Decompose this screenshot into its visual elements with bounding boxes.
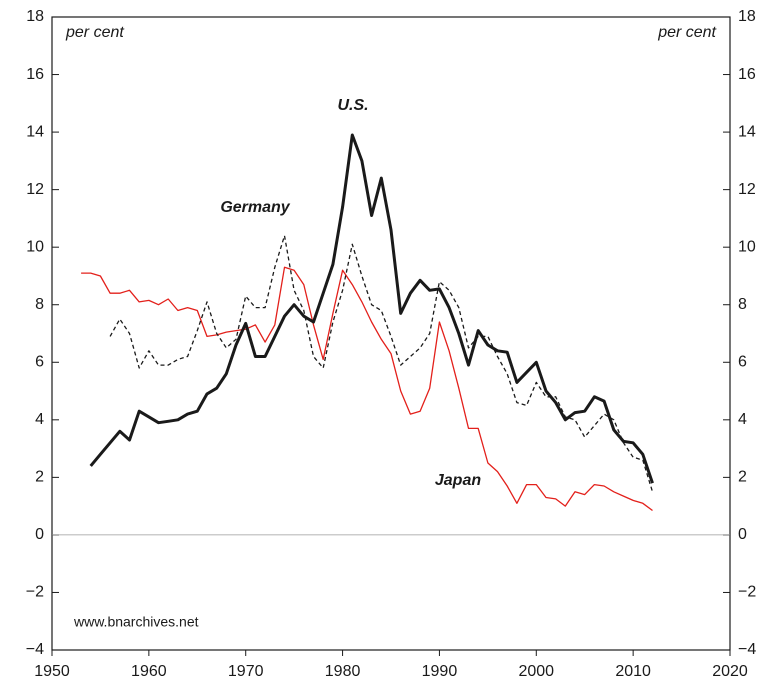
x-tick-label: 1960	[131, 663, 167, 680]
series-label: Germany	[220, 199, 290, 216]
series-label: U.S.	[337, 97, 368, 114]
x-tick-label: 1970	[228, 663, 264, 680]
y2-tick-label: 4	[738, 411, 747, 428]
y-tick-label: 2	[35, 469, 44, 486]
x-tick-label: 1980	[325, 663, 361, 680]
y-tick-label: 12	[26, 181, 44, 198]
y2-axis-label: per cent	[657, 24, 716, 41]
x-tick-label: 2020	[712, 663, 748, 680]
x-tick-label: 1950	[34, 663, 70, 680]
y2-tick-label: 16	[738, 66, 756, 83]
series-label: Japan	[435, 472, 481, 489]
y-tick-label: 14	[26, 123, 44, 140]
plot-frame	[51, 16, 731, 651]
series-line	[81, 266, 653, 512]
series-line	[109, 235, 654, 492]
y2-tick-label: −2	[738, 584, 756, 601]
y2-tick-label: 0	[738, 526, 747, 543]
x-tick-label: 2000	[518, 663, 554, 680]
y-tick-label: 8	[35, 296, 44, 313]
y2-tick-label: 18	[738, 8, 756, 25]
series-line	[89, 133, 654, 484]
y-tick-label: 16	[26, 66, 44, 83]
y-tick-label: 0	[35, 526, 44, 543]
source-note: www.bnarchives.net	[73, 614, 199, 630]
y2-tick-label: 2	[738, 469, 747, 486]
y-tick-label: −4	[26, 641, 44, 658]
y2-tick-label: 12	[738, 181, 756, 198]
y-tick-label: −2	[26, 584, 44, 601]
x-tick-label: 2010	[615, 663, 651, 680]
y-tick-label: 4	[35, 411, 44, 428]
y2-tick-label: 6	[738, 353, 747, 370]
x-tick-label: 1990	[422, 663, 458, 680]
y2-tick-label: −4	[738, 641, 756, 658]
y2-tick-label: 10	[738, 238, 756, 255]
y2-tick-label: 8	[738, 296, 747, 313]
y2-tick-label: 14	[738, 123, 756, 140]
y-tick-label: 18	[26, 8, 44, 25]
y-axis-label: per cent	[65, 24, 124, 41]
y-tick-label: 6	[35, 353, 44, 370]
y-tick-label: 10	[26, 238, 44, 255]
